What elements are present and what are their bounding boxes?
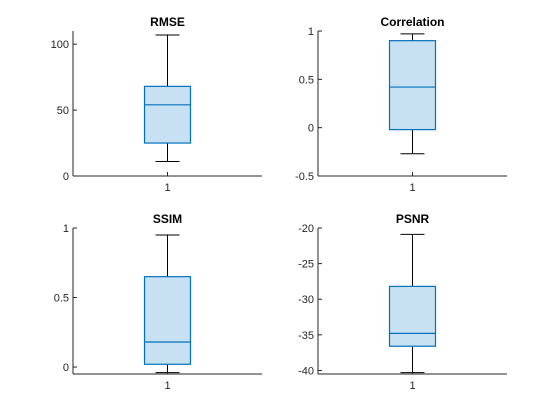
x-tick-label: 1 bbox=[164, 380, 170, 392]
chart-title: Correlation bbox=[380, 15, 444, 29]
y-tick-label: -25 bbox=[298, 259, 314, 271]
y-tick-label: 100 bbox=[51, 39, 69, 51]
x-tick-label: 1 bbox=[164, 182, 170, 194]
y-tick-label: 0.5 bbox=[54, 293, 69, 305]
y-tick-label: 1 bbox=[63, 223, 69, 235]
y-tick-label: 0 bbox=[63, 362, 69, 374]
x-tick-label: 1 bbox=[409, 380, 415, 392]
chart-title: SSIM bbox=[153, 212, 182, 226]
y-tick-label: 1 bbox=[308, 26, 314, 38]
y-tick-label: -20 bbox=[298, 223, 314, 235]
box-iqr bbox=[388, 285, 437, 347]
chart-title: RMSE bbox=[150, 15, 185, 29]
chart-panel-1: RMSE 0 50 100 1 bbox=[51, 15, 262, 194]
y-tick-label: 50 bbox=[57, 105, 69, 117]
y-tick-label: 0.5 bbox=[299, 74, 314, 86]
y-tick-label: 0 bbox=[308, 123, 314, 135]
chart-panel-3: SSIM 0 0.5 1 1 bbox=[54, 212, 262, 392]
y-tick-label: -40 bbox=[298, 365, 314, 377]
y-tick-label: -30 bbox=[298, 294, 314, 306]
box-iqr bbox=[143, 276, 192, 365]
y-tick-label: 0 bbox=[63, 171, 69, 183]
box-iqr bbox=[143, 85, 192, 144]
x-tick-label: 1 bbox=[409, 182, 415, 194]
chart-title: PSNR bbox=[396, 212, 430, 226]
chart-panel-4: PSNR -40 -35 -30 -25 -20 1 bbox=[298, 212, 507, 392]
y-tick-label: -35 bbox=[298, 330, 314, 342]
chart-panel-2: Correlation -0.5 0 0.5 1 1 bbox=[295, 15, 507, 194]
box-iqr bbox=[388, 40, 437, 131]
y-tick-label: -0.5 bbox=[295, 171, 314, 183]
